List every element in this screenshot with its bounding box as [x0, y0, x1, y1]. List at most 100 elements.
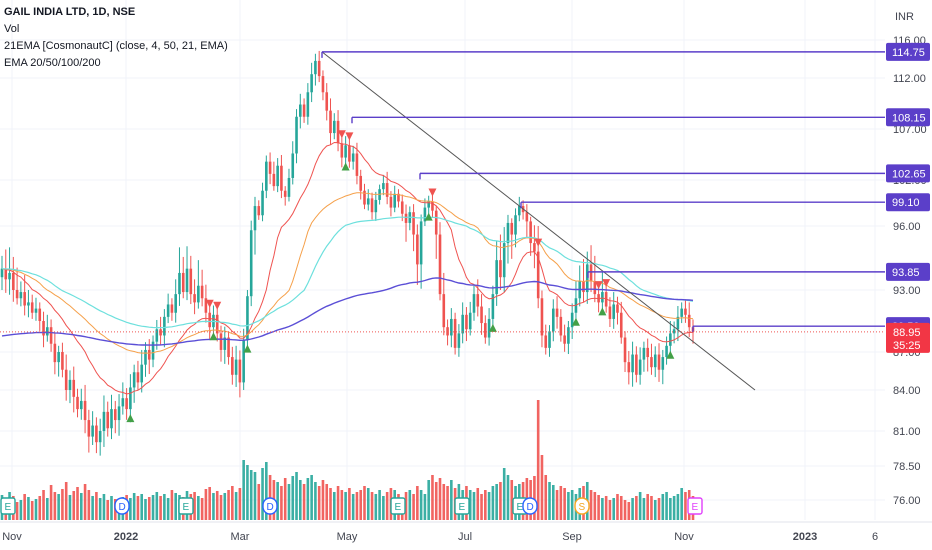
current-price-label: 88.95: [893, 327, 921, 339]
volume-bar: [672, 496, 676, 520]
volume-bar: [87, 490, 91, 520]
event-badge: [522, 497, 538, 515]
volume-bar: [61, 489, 64, 520]
volume-bar: [64, 482, 68, 520]
candle-body: [593, 281, 597, 295]
event-badge: [454, 497, 470, 515]
volume-bar: [646, 494, 649, 520]
volume-bar: [434, 482, 438, 520]
resistance-price-tag: [886, 108, 930, 127]
volume-bar: [476, 488, 480, 520]
sell-signal-triangle: [428, 188, 437, 197]
event-badge-letter: D: [267, 502, 274, 513]
candle-body: [419, 221, 423, 265]
x-tick-label: Sep: [562, 531, 582, 543]
candle-body: [215, 314, 219, 334]
candle-body: [151, 341, 155, 360]
candle-body: [684, 308, 687, 315]
y-tick-label: 76.00: [893, 495, 921, 507]
resistance-price-tag: [886, 193, 930, 212]
volume-bar: [684, 492, 687, 520]
candle-body: [113, 409, 117, 421]
resistance-price-label: 93.85: [892, 267, 920, 279]
volume-bar: [680, 488, 683, 520]
volume-bar: [19, 500, 23, 520]
candle-body: [159, 329, 162, 336]
volume-bar: [404, 492, 408, 520]
event-badge-letter: E: [183, 502, 190, 513]
candle-body: [533, 243, 536, 252]
volume-label[interactable]: Vol: [4, 23, 20, 35]
volume-bar: [544, 475, 548, 520]
volume-bar: [351, 494, 355, 520]
volume-bar: [53, 492, 57, 520]
candle-body: [555, 308, 559, 317]
candle-body: [287, 177, 291, 197]
candle-body: [91, 425, 94, 437]
indicator-ema-label[interactable]: EMA 20/50/100/200: [4, 57, 101, 69]
candle-body: [529, 221, 532, 244]
y-tick-label: 107.00: [893, 124, 927, 136]
candle-body: [676, 316, 680, 330]
candle-body: [627, 362, 631, 373]
volume-bar: [223, 493, 227, 520]
volume-bar: [491, 486, 495, 520]
candle-body: [261, 190, 264, 216]
event-badge-letter: D: [119, 502, 126, 513]
volume-bar: [257, 484, 261, 520]
indicator-21ema-label[interactable]: 21EMA [CosmonautC] (close, 4, 50, 21, EM…: [4, 40, 228, 52]
event-badge: [114, 497, 130, 515]
symbol-title[interactable]: GAIL INDIA LTD, 1D, NSE: [4, 6, 136, 18]
volume-bar: [215, 491, 219, 520]
candle-body: [332, 120, 336, 134]
candle-body: [19, 292, 23, 299]
candle-body: [484, 323, 487, 338]
candle-body: [502, 243, 506, 278]
candle-body: [680, 308, 683, 317]
buy-signal-triangle: [209, 332, 218, 341]
volume-bar: [612, 498, 616, 520]
candle-body: [283, 190, 287, 197]
volume-bar: [219, 495, 223, 520]
volume-bar: [325, 484, 329, 520]
volume-bar: [499, 482, 502, 520]
volume-bar: [234, 492, 238, 520]
candle-body: [657, 354, 661, 370]
volume-bar: [249, 470, 253, 520]
candle-body: [585, 264, 589, 293]
volume-bar: [442, 484, 446, 520]
candle-body: [155, 329, 159, 342]
candle-body: [117, 406, 121, 421]
volume-bar: [212, 493, 215, 520]
volume-bar: [242, 460, 245, 520]
candle-body: [23, 292, 26, 306]
candle-body: [491, 294, 495, 319]
volume-bar: [355, 492, 359, 520]
volume-bar: [23, 494, 26, 520]
resistance-price-tag: [886, 262, 930, 281]
volume-bar: [299, 480, 302, 520]
volume-bar: [495, 484, 498, 520]
volume-bar: [631, 498, 634, 520]
candle-body: [185, 268, 189, 293]
event-badge-letter: E: [395, 502, 402, 513]
volume-bar: [291, 476, 295, 520]
candle-body: [0, 268, 4, 278]
volume-bars: [0, 400, 695, 520]
candle-body: [272, 173, 276, 187]
volume-bar: [472, 492, 476, 520]
y-tick-label: 112.00: [893, 73, 926, 85]
ema-20-line: [1, 141, 694, 395]
volume-bar: [548, 482, 551, 520]
volume-bar: [159, 496, 162, 520]
volume-bar: [336, 486, 340, 520]
candle-body: [310, 74, 313, 93]
candle-body: [197, 285, 200, 303]
candle-body: [570, 312, 574, 328]
volume-bar: [246, 465, 249, 520]
candle-body: [646, 347, 649, 358]
candle-body: [650, 357, 653, 368]
buy-signal-triangle: [666, 350, 675, 359]
